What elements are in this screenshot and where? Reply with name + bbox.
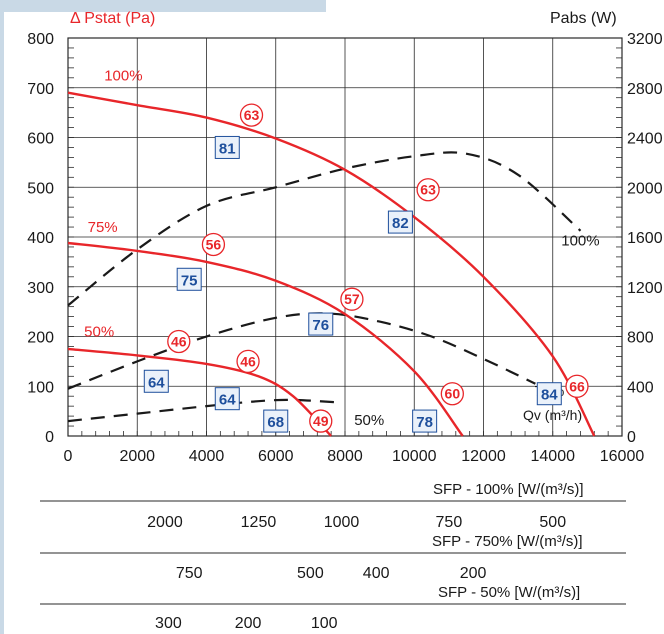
y-right-tick-label: 1600 xyxy=(627,230,663,247)
x-tick-label: 12000 xyxy=(461,448,506,465)
sfp-marker-circle xyxy=(201,232,226,257)
efficiency-marker-value: 75 xyxy=(181,272,198,289)
y-left-tick-label: 0 xyxy=(45,429,54,446)
efficiency-marker-box xyxy=(263,409,289,433)
efficiency-marker-box xyxy=(214,135,240,159)
efficiency-marker-box xyxy=(412,409,438,433)
sfp-marker-value: 56 xyxy=(206,236,222,252)
y-right-tick-label: 2800 xyxy=(627,81,663,98)
efficiency-marker-value: 78 xyxy=(416,414,433,431)
sfp-marker-circle xyxy=(239,103,264,127)
x-tick-label: 8000 xyxy=(327,448,363,465)
top-frame-bar xyxy=(0,0,326,12)
markers: 63 63 56 57 46 46 49 60 66 81 82 75 76 64 64 68 78 84 xyxy=(143,103,589,433)
sfp-marker-value: 49 xyxy=(313,413,329,429)
efficiency-marker-value: 76 xyxy=(312,317,329,334)
power-curve-label: 100% xyxy=(561,233,599,250)
power-curve-50pct xyxy=(67,398,339,423)
efficiency-marker-box xyxy=(143,369,169,393)
y-left-tick-label: 200 xyxy=(27,330,54,347)
sfp-marker-value: 66 xyxy=(569,378,585,394)
sfp-marker-value: 63 xyxy=(244,107,260,123)
grid xyxy=(67,37,623,437)
y-left-tick-label: 600 xyxy=(27,131,54,148)
pressure-curve-100pct xyxy=(67,91,596,437)
x-tick-label: 10000 xyxy=(392,448,437,465)
x-tick-label: 14000 xyxy=(531,448,576,465)
sfp-marker-circle xyxy=(340,287,364,311)
x-tick-label: 0 xyxy=(64,448,73,465)
sfp-scale-tick-label: 1000 xyxy=(324,514,360,531)
y-left-tick-label: 700 xyxy=(27,81,54,98)
efficiency-marker-value: 81 xyxy=(219,140,236,157)
sfp-marker-value: 60 xyxy=(445,386,461,402)
efficiency-marker-box xyxy=(176,267,202,291)
pressure-curve-50pct xyxy=(67,347,332,437)
y-left-axis-label: Δ Pstat (Pa) xyxy=(70,10,155,27)
sfp-marker-circle xyxy=(309,409,333,433)
y-left-tick-label: 300 xyxy=(27,280,54,297)
y-right-tick-label: 3200 xyxy=(627,31,663,48)
sfp-marker-value: 46 xyxy=(240,353,256,369)
x-tick-label: 2000 xyxy=(119,448,155,465)
sfp-marker-circle xyxy=(416,178,440,202)
sfp-scale-tick-label: 1250 xyxy=(241,514,277,531)
sfp-scale-tick-label: 500 xyxy=(539,514,566,531)
y-right-axis-label: Pabs (W) xyxy=(550,10,617,27)
sfp-scale-tick-label: 750 xyxy=(436,514,463,531)
sfp-100-scale-label: SFP - 100% [W/(m³/s)] xyxy=(433,481,584,498)
x-tick-label: 6000 xyxy=(258,448,294,465)
sfp-marker-circle xyxy=(167,329,191,354)
efficiency-marker-box xyxy=(387,210,413,234)
y-right-tick-label: 2000 xyxy=(627,180,663,197)
efficiency-marker-box xyxy=(214,387,240,411)
sfp-marker-value: 57 xyxy=(344,291,360,307)
sfp-marker-circle xyxy=(236,349,260,374)
power-curve-75pct xyxy=(67,312,536,390)
power-curve-label: 50% xyxy=(354,412,384,429)
y-right-tick-label: 1200 xyxy=(627,280,663,297)
efficiency-marker-value: 64 xyxy=(148,374,165,391)
left-frame-bar xyxy=(0,0,4,634)
efficiency-marker-value: 82 xyxy=(392,215,409,232)
sfp-marker-circle xyxy=(565,374,589,398)
y-right-tick-label: 800 xyxy=(627,330,654,347)
pressure-curve-label: 75% xyxy=(88,219,118,236)
sfp-marker-value: 63 xyxy=(420,182,436,198)
y-right-tick-label: 0 xyxy=(627,429,636,446)
y-right-tick-label: 2400 xyxy=(627,131,663,148)
sfp-scale-tick-label: 200 xyxy=(460,565,487,582)
sfp-marker-circle xyxy=(440,382,464,406)
y-right-tick-label: 400 xyxy=(627,379,654,396)
pressure-curve-label: 50% xyxy=(84,324,114,341)
y-left-tick-label: 100 xyxy=(27,379,54,396)
sfp-scale-tick-label: 750 xyxy=(176,565,203,582)
sfp-scale-tick-label: 300 xyxy=(155,615,182,632)
sfp-scale-tick-label: 200 xyxy=(235,615,262,632)
sfp-scale-tick-label: 500 xyxy=(297,565,324,582)
x-tick-label: 4000 xyxy=(189,448,225,465)
efficiency-marker-box xyxy=(308,312,334,336)
y-left-tick-label: 400 xyxy=(27,230,54,247)
x-axis-label: Qv (m³/h) xyxy=(523,407,582,423)
y-left-tick-label: 500 xyxy=(27,180,54,197)
axes: 0 2000 4000 6000 8000 10000 12000 14000 16000010… xyxy=(27,31,662,632)
pressure-curve-75pct xyxy=(67,241,464,437)
efficiency-marker-value: 64 xyxy=(219,392,236,409)
efficiency-marker-value: 84 xyxy=(541,387,558,404)
efficiency-marker-box xyxy=(536,382,562,406)
pressure-curve-label: 100% xyxy=(104,67,142,84)
plot-frame xyxy=(67,37,623,437)
sfp-scale-tick-label: 400 xyxy=(363,565,390,582)
sfp-scale-tick-label: 2000 xyxy=(147,514,183,531)
sfp-marker-value: 46 xyxy=(171,333,187,349)
efficiency-marker-value: 68 xyxy=(267,414,284,431)
sfp-scale-tick-label: 100 xyxy=(311,615,338,632)
sfp-50-scale-label: SFP - 50% [W/(m³/s)] xyxy=(438,584,580,601)
power-curve-100pct xyxy=(67,151,582,307)
x-tick-label: 16000 xyxy=(600,448,645,465)
sfp-750-scale-label: SFP - 750% [W/(m³/s)] xyxy=(432,533,583,550)
y-left-tick-label: 800 xyxy=(27,31,54,48)
